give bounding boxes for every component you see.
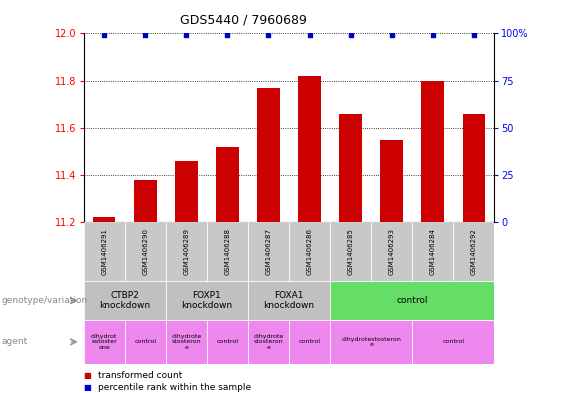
Point bbox=[223, 32, 232, 39]
Point bbox=[99, 32, 108, 39]
Point bbox=[182, 32, 191, 39]
Text: GSM1406290: GSM1406290 bbox=[142, 228, 148, 275]
Bar bbox=[289, 320, 330, 364]
Text: GSM1406292: GSM1406292 bbox=[471, 228, 477, 275]
Text: GSM1406287: GSM1406287 bbox=[266, 228, 271, 275]
Point bbox=[305, 32, 314, 39]
Text: GSM1406293: GSM1406293 bbox=[389, 228, 395, 275]
Bar bbox=[125, 320, 166, 364]
Bar bbox=[257, 88, 280, 222]
Bar bbox=[93, 217, 115, 222]
Text: GSM1406289: GSM1406289 bbox=[183, 228, 189, 275]
Point bbox=[346, 32, 355, 39]
Text: dihydrote
stosteron
e: dihydrote stosteron e bbox=[171, 334, 202, 350]
Bar bbox=[330, 281, 494, 320]
Bar bbox=[421, 81, 444, 222]
Point bbox=[141, 32, 150, 39]
Text: control: control bbox=[216, 340, 238, 344]
Bar bbox=[125, 222, 166, 281]
Text: FOXA1
knockdown: FOXA1 knockdown bbox=[263, 291, 315, 310]
Text: control: control bbox=[397, 296, 428, 305]
Text: CTBP2
knockdown: CTBP2 knockdown bbox=[99, 291, 150, 310]
Point bbox=[470, 32, 479, 39]
Text: percentile rank within the sample: percentile rank within the sample bbox=[98, 383, 251, 391]
Point bbox=[387, 32, 396, 39]
Bar bbox=[166, 222, 207, 281]
Text: control: control bbox=[134, 340, 157, 344]
Bar bbox=[166, 281, 248, 320]
Text: GDS5440 / 7960689: GDS5440 / 7960689 bbox=[180, 14, 306, 27]
Bar bbox=[207, 222, 248, 281]
Bar bbox=[412, 320, 494, 364]
Bar bbox=[84, 222, 125, 281]
Bar bbox=[298, 76, 321, 222]
Text: transformed count: transformed count bbox=[98, 371, 182, 380]
Bar bbox=[380, 140, 403, 222]
Bar bbox=[371, 222, 412, 281]
Bar bbox=[207, 320, 248, 364]
Text: genotype/variation: genotype/variation bbox=[2, 296, 88, 305]
Bar bbox=[453, 222, 494, 281]
Bar bbox=[175, 161, 198, 222]
Bar bbox=[330, 222, 371, 281]
Text: GSM1406288: GSM1406288 bbox=[224, 228, 231, 275]
Text: GSM1406286: GSM1406286 bbox=[307, 228, 312, 275]
Bar bbox=[166, 320, 207, 364]
Bar bbox=[216, 147, 238, 222]
Text: agent: agent bbox=[2, 338, 28, 346]
Bar bbox=[248, 320, 289, 364]
Text: dihydrot
estoster
one: dihydrot estoster one bbox=[91, 334, 118, 350]
Text: ■: ■ bbox=[84, 371, 92, 380]
Point bbox=[428, 32, 437, 39]
Text: dihydrote
stosteron
e: dihydrote stosteron e bbox=[253, 334, 284, 350]
Text: GSM1406285: GSM1406285 bbox=[347, 228, 354, 275]
Bar bbox=[340, 114, 362, 222]
Text: dihydrotestosteron
e: dihydrotestosteron e bbox=[341, 336, 401, 347]
Text: FOXP1
knockdown: FOXP1 knockdown bbox=[181, 291, 232, 310]
Bar bbox=[330, 320, 412, 364]
Bar bbox=[289, 222, 330, 281]
Text: ■: ■ bbox=[84, 383, 92, 391]
Point bbox=[264, 32, 273, 39]
Text: control: control bbox=[298, 340, 320, 344]
Bar bbox=[248, 222, 289, 281]
Bar bbox=[134, 180, 157, 222]
Text: control: control bbox=[442, 340, 464, 344]
Text: GSM1406284: GSM1406284 bbox=[430, 228, 436, 275]
Bar bbox=[84, 281, 166, 320]
Bar bbox=[248, 281, 330, 320]
Bar bbox=[84, 320, 125, 364]
Bar bbox=[412, 222, 453, 281]
Bar bbox=[463, 114, 485, 222]
Text: GSM1406291: GSM1406291 bbox=[101, 228, 107, 275]
